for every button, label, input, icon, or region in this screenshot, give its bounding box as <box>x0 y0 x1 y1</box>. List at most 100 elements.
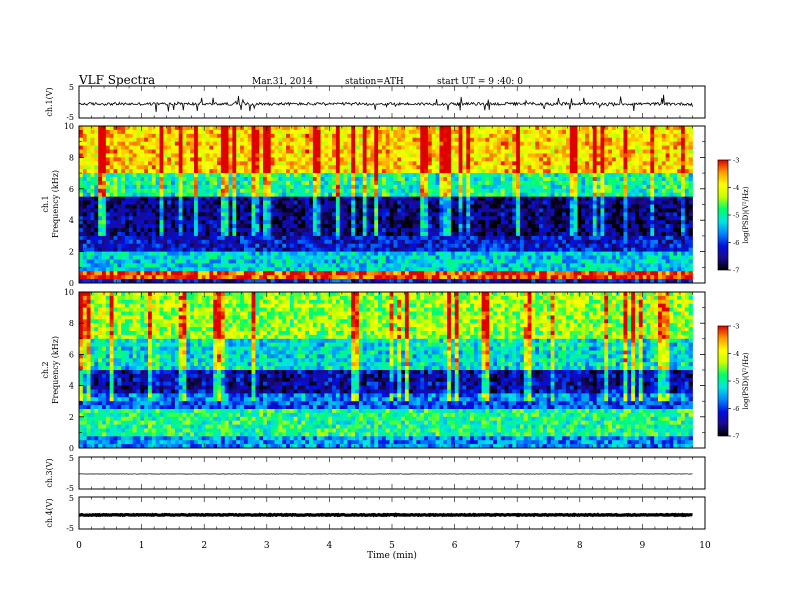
spectrogram-cell <box>335 220 341 225</box>
spectrogram-cell <box>236 216 241 221</box>
spectrogram-cell <box>516 173 521 178</box>
spectrogram-cell <box>642 220 647 225</box>
spectrogram-cell <box>397 204 402 209</box>
spectrogram-cell <box>450 129 456 135</box>
spectrogram-cell <box>94 200 99 205</box>
spectrogram-cell <box>339 208 344 213</box>
spectrogram-cell <box>435 228 440 233</box>
spectrogram-cell <box>585 161 590 166</box>
spectrogram-cell <box>366 196 371 201</box>
spectrogram-cell <box>404 216 410 221</box>
spectrogram-cell <box>458 212 463 217</box>
spectrogram-cell <box>500 228 505 233</box>
spectrogram-cell <box>128 141 134 147</box>
spectrogram-cell <box>673 239 678 245</box>
spectrogram-cell <box>209 129 214 135</box>
spectrogram-cell <box>623 169 628 174</box>
spectrogram-cell <box>332 228 337 233</box>
spectrogram-cell <box>412 149 417 154</box>
spectrogram-cell <box>542 141 548 147</box>
spectrogram-cell <box>611 239 617 245</box>
spectrogram-cell <box>205 188 210 194</box>
spectrogram-cell <box>86 235 91 241</box>
spectrogram-cell <box>447 145 452 150</box>
spectrogram-cell <box>454 129 459 135</box>
spectrogram-cell <box>569 141 575 147</box>
spectrogram-cell <box>274 212 279 217</box>
spectrogram-cell <box>508 216 513 221</box>
spectrogram-cell <box>335 208 341 213</box>
spectrogram-cell <box>447 137 452 143</box>
spectrogram-cell <box>431 235 436 241</box>
spectrogram-cell <box>542 220 548 225</box>
spectrogram-cell <box>328 141 333 147</box>
spectrogram-cell <box>385 231 390 237</box>
spectrogram-cell <box>512 177 517 182</box>
spectrogram-cell <box>516 137 521 143</box>
spectrogram-cell <box>562 184 567 190</box>
spectrogram-cell <box>174 165 180 170</box>
spectrogram-cell <box>343 173 348 178</box>
spectrogram-cell <box>600 165 605 170</box>
spectrogram-cell <box>397 216 402 221</box>
spectrogram-cell <box>286 133 291 139</box>
spectrogram-cell <box>615 177 621 182</box>
spectrogram-cell <box>573 173 578 178</box>
spectrogram-cell <box>619 133 624 139</box>
spectrogram-cell <box>385 180 390 186</box>
spectrogram-cell <box>393 188 398 194</box>
spectrogram-cell <box>542 180 548 186</box>
spectrogram-cell <box>454 231 459 237</box>
spectrogram-cell <box>144 133 149 139</box>
spectrogram-cell <box>673 212 678 217</box>
spectrogram-cell <box>255 145 260 150</box>
spectrogram-cell <box>485 224 490 229</box>
spectrogram-cell <box>558 220 563 225</box>
spectrogram-cell <box>332 173 337 178</box>
spectrogram-cell <box>339 228 344 233</box>
spectrogram-cell <box>381 188 387 194</box>
spectrogram-cell <box>638 208 644 213</box>
spectrogram-cell <box>665 196 670 201</box>
spectrogram-cell <box>420 208 425 213</box>
ch1-panel: 5 -5 ch.1(V) <box>45 83 706 122</box>
spectrogram-cell <box>604 157 609 162</box>
spectrogram-cell <box>454 228 459 233</box>
spectrogram-cell <box>224 243 229 249</box>
spectrogram-cell <box>542 184 548 190</box>
spectrogram-cell <box>542 243 548 249</box>
spectrogram-cell <box>496 235 502 241</box>
spectrogram-cell <box>370 180 375 186</box>
spectrogram-cell <box>140 180 145 186</box>
spectrogram-cell <box>627 145 632 150</box>
spectrogram-cell <box>197 220 203 225</box>
spectrogram-cell <box>677 137 682 143</box>
spectrogram-cell <box>190 133 195 139</box>
spectrogram-cell <box>523 208 528 213</box>
spectrogram-cell <box>328 204 333 209</box>
spectrogram-cell <box>362 188 367 194</box>
spectrogram-cell <box>178 239 183 245</box>
spectrogram-cell <box>163 129 168 135</box>
spectrogram-cell <box>151 165 157 170</box>
spectrogram-cell <box>450 137 456 143</box>
spectrogram-cell <box>194 239 199 245</box>
spectrogram-cell <box>236 212 241 217</box>
spectrogram-cell <box>477 192 482 198</box>
spectrogram-cell <box>366 200 371 205</box>
spectrogram-cell <box>619 161 624 166</box>
spectrogram-cell <box>416 220 421 225</box>
spectrogram-cell <box>397 161 402 166</box>
spectrogram-cell <box>523 231 528 237</box>
spectrogram-cell <box>247 184 252 190</box>
spectrogram-cell <box>504 188 509 194</box>
spectrogram-cell <box>305 161 310 166</box>
spectrogram-cell <box>266 133 272 139</box>
spectrogram-cell <box>427 141 433 147</box>
spectrogram-cell <box>550 129 555 135</box>
spectrogram-cell <box>328 180 333 186</box>
spectrogram-cell <box>393 216 398 221</box>
spectrogram-cell <box>289 184 295 190</box>
spectrogram-cell <box>527 243 532 249</box>
spectrogram-cell <box>404 169 410 174</box>
